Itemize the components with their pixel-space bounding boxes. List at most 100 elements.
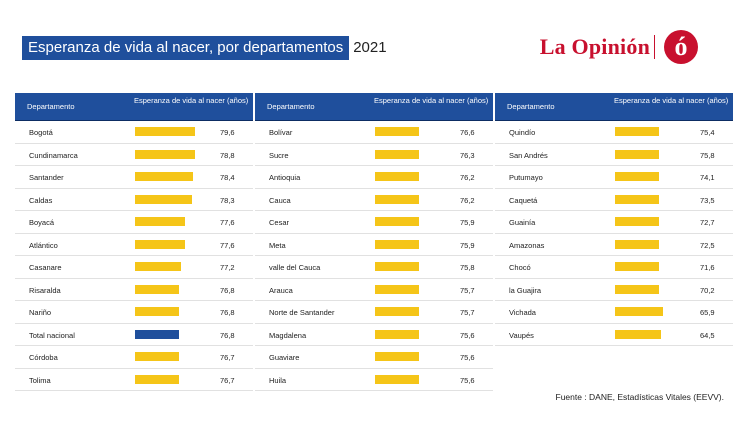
row-department-name: Cauca: [269, 195, 291, 205]
table-rows: Quindío 75,4 San Andrés 75,8 Putumayo 74,1 Caq…: [495, 121, 733, 346]
table-row: Meta 75,9: [255, 234, 493, 256]
row-value-bar: [135, 307, 179, 316]
row-value-bar: [135, 172, 194, 181]
row-value-bar: [375, 307, 419, 316]
row-value-bar: [615, 262, 659, 271]
table-row: Caldas 78,3: [15, 189, 253, 211]
row-department-name: Meta: [269, 240, 286, 250]
header-life-expectancy: Esperanza de vida al nacer (años): [134, 96, 249, 105]
row-department-name: Atlántico: [29, 240, 58, 250]
row-value: 76,8: [220, 285, 235, 295]
row-value: 75,7: [460, 285, 475, 295]
table-row: Cauca 76,2: [255, 189, 493, 211]
header-department: Departamento: [27, 102, 75, 111]
chart-year: 2021: [353, 39, 387, 56]
table-row: Quindío 75,4: [495, 121, 733, 144]
row-department-name: Total nacional: [29, 330, 75, 340]
row-value-bar: [375, 352, 419, 361]
row-value-bar: [135, 262, 182, 271]
data-tables: Departamento Esperanza de vida al nacer (…: [15, 93, 733, 393]
table-column-3: Departamento Esperanza de vida al nacer (…: [495, 93, 733, 346]
table-row: Caquetá 73,5: [495, 189, 733, 211]
row-value-bar: [615, 194, 659, 204]
row-value-bar: [615, 329, 661, 339]
row-value: 77,6: [220, 240, 235, 250]
table-row: Bolívar 76,6: [255, 121, 493, 144]
table-row: Risaralda 76,8: [15, 279, 253, 301]
row-department-name: Nariño: [29, 308, 52, 317]
table-row: Magdalena 75,6: [255, 324, 493, 346]
row-value-bar: [615, 149, 659, 159]
header-department: Departamento: [267, 102, 315, 111]
row-value-bar: [615, 239, 659, 249]
row-department-name: Guaviare: [269, 353, 300, 362]
row-department-name: Tolima: [29, 375, 51, 385]
row-department-name: Caldas: [29, 195, 53, 205]
row-value-bar: [375, 239, 419, 249]
row-value-bar: [135, 239, 186, 249]
row-value: 75,6: [460, 375, 475, 385]
row-department-name: Arauca: [269, 285, 293, 295]
row-value: 75,6: [460, 353, 475, 362]
table-row: Cesar 75,9: [255, 211, 493, 234]
row-department-name: Cesar: [269, 218, 290, 227]
row-value-bar: [135, 127, 195, 136]
table-row: valle del Cauca 75,8: [255, 256, 493, 279]
chart-title-group: Esperanza de vida al nacer, por departam…: [22, 36, 387, 60]
source-note: Fuente : DANE, Estadísticas Vitales (EEV…: [555, 392, 725, 402]
row-value-bar: [375, 127, 419, 136]
table-rows: Bogotá 79,6 Cundinamarca 78,8 Santander 78,4 C…: [15, 121, 253, 391]
row-value: 75,4: [700, 128, 715, 137]
table-row: Bogotá 79,6: [15, 121, 253, 144]
row-department-name: Amazonas: [509, 240, 545, 250]
table-row: Córdoba 76,7: [15, 346, 253, 369]
chart-title: Esperanza de vida al nacer, por departam…: [22, 36, 350, 60]
row-department-name: Norte de Santander: [269, 308, 335, 317]
row-department-name: valle del Cauca: [269, 263, 321, 272]
table-row: Norte de Santander 75,7: [255, 301, 493, 324]
row-value: 76,3: [460, 150, 475, 160]
logo-mark-icon: ó: [664, 30, 698, 64]
row-value: 64,5: [700, 330, 715, 340]
row-department-name: Risaralda: [29, 285, 61, 295]
table-row: Casanare 77,2: [15, 256, 253, 279]
logo-divider: [654, 35, 655, 59]
row-value-bar: [375, 374, 419, 384]
row-department-name: Huila: [269, 375, 287, 385]
row-value-bar: [135, 329, 179, 339]
row-department-name: Magdalena: [269, 330, 307, 340]
row-value: 70,2: [700, 285, 715, 295]
row-value: 76,8: [220, 308, 235, 317]
row-value: 78,3: [220, 195, 235, 205]
row-department-name: Antioquia: [269, 173, 301, 182]
table-row: Vaupés 64,5: [495, 324, 733, 346]
row-value: 76,2: [460, 195, 475, 205]
row-department-name: Caquetá: [509, 195, 538, 205]
row-value-bar: [615, 307, 663, 316]
row-department-name: Santander: [29, 173, 64, 182]
row-value: 75,8: [700, 150, 715, 160]
row-value-bar: [375, 172, 419, 181]
row-department-name: Sucre: [269, 150, 289, 160]
logo-wordmark: La Opinión: [539, 34, 650, 59]
brand-logo: La Opinión ó: [540, 30, 698, 64]
row-value: 75,9: [460, 240, 475, 250]
row-value: 71,6: [700, 263, 715, 272]
table-column-1: Departamento Esperanza de vida al nacer (…: [15, 93, 253, 391]
row-value: 76,2: [460, 173, 475, 182]
row-department-name: Putumayo: [509, 173, 543, 182]
row-value: 73,5: [700, 195, 715, 205]
row-value-bar: [135, 194, 193, 204]
row-value-bar: [375, 217, 419, 226]
row-value: 76,7: [220, 375, 235, 385]
row-department-name: Vichada: [509, 308, 536, 317]
row-value-bar: [615, 217, 659, 226]
row-value: 65,9: [700, 308, 715, 317]
row-department-name: Cundinamarca: [29, 150, 78, 160]
table-row: Atlántico 77,6: [15, 234, 253, 256]
table-column-2: Departamento Esperanza de vida al nacer (…: [255, 93, 493, 391]
header-life-expectancy: Esperanza de vida al nacer (años): [374, 96, 489, 105]
row-department-name: Bogotá: [29, 128, 53, 137]
row-value: 75,6: [460, 330, 475, 340]
row-value: 76,6: [460, 128, 475, 137]
